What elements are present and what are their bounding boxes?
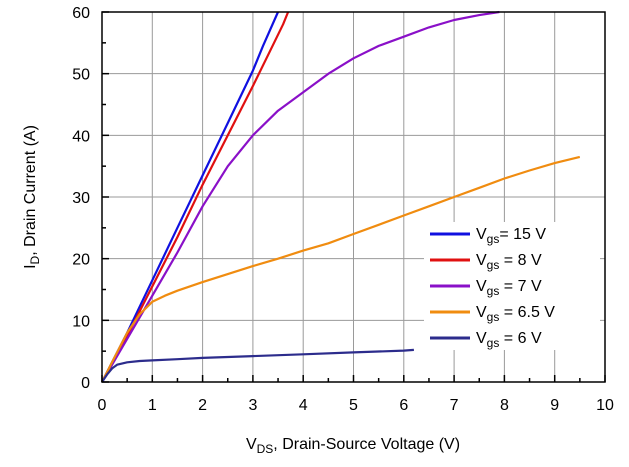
text-rest: = 15 V <box>499 226 546 243</box>
text-subscript: gs <box>487 232 500 246</box>
x-axis-title: VDS, Drain-Source Voltage (V) <box>246 436 460 456</box>
x-tick-label: 4 <box>299 397 308 414</box>
text-rest: , Drain-Source Voltage (V) <box>273 436 460 453</box>
legend-entry: Vgs = 6.5 V <box>476 304 555 324</box>
x-tick-label: 10 <box>596 397 614 414</box>
text-main: I <box>22 264 39 268</box>
y-tick-label: 0 <box>81 375 90 392</box>
y-tick-label: 10 <box>72 313 90 330</box>
text-subscript: gs <box>487 336 500 350</box>
y-tick-label: 40 <box>72 128 90 145</box>
text-subscript: D <box>28 255 42 264</box>
legend-entry: Vgs = 7 V <box>476 278 542 298</box>
text-rest: = 8 V <box>499 252 542 269</box>
text-rest: = 6.5 V <box>499 304 555 321</box>
x-tick-label: 6 <box>399 397 408 414</box>
y-tick-label: 30 <box>72 190 90 207</box>
legend-entry: Vgs = 8 V <box>476 252 542 272</box>
y-tick-label: 50 <box>72 67 90 84</box>
text-main: V <box>246 436 257 453</box>
text-rest: = 7 V <box>499 278 542 295</box>
series-line-0 <box>101 11 280 383</box>
text-subscript: DS <box>257 442 274 456</box>
series-line-1 <box>101 11 290 383</box>
series-line-4 <box>101 348 414 383</box>
x-tick-label: 1 <box>148 397 157 414</box>
text-main: V <box>476 330 487 347</box>
text-main: V <box>476 252 487 269</box>
text-subscript: gs <box>487 284 500 298</box>
x-tick-label: 2 <box>198 397 207 414</box>
series-line-2 <box>101 10 500 383</box>
text-main: V <box>476 278 487 295</box>
axis-ticks: 0 1 2 3 4 5 6 7 8 9 10 0 10 20 30 40 50 60 <box>72 5 614 414</box>
text-main: V <box>476 226 487 243</box>
x-tick-label: 3 <box>248 397 257 414</box>
text-rest: = 6 V <box>499 330 542 347</box>
x-tick-label: 9 <box>550 397 559 414</box>
y-tick-label: 60 <box>72 5 90 22</box>
x-tick-label: 0 <box>98 397 107 414</box>
text-main: V <box>476 304 487 321</box>
y-tick-label: 20 <box>72 252 90 269</box>
series-line-3 <box>101 155 581 383</box>
text-subscript: gs <box>487 310 500 324</box>
x-tick-label: 8 <box>500 397 509 414</box>
y-axis-title: ID, Drain Current (A) <box>22 125 42 269</box>
x-tick-label: 5 <box>349 397 358 414</box>
x-tick-label: 7 <box>450 397 459 414</box>
text-rest: , Drain Current (A) <box>22 125 39 256</box>
legend-entry: Vgs = 6 V <box>476 330 542 350</box>
legend-entry: Vgs= 15 V <box>476 226 546 246</box>
series-lines <box>101 10 581 383</box>
text-subscript: gs <box>487 258 500 272</box>
